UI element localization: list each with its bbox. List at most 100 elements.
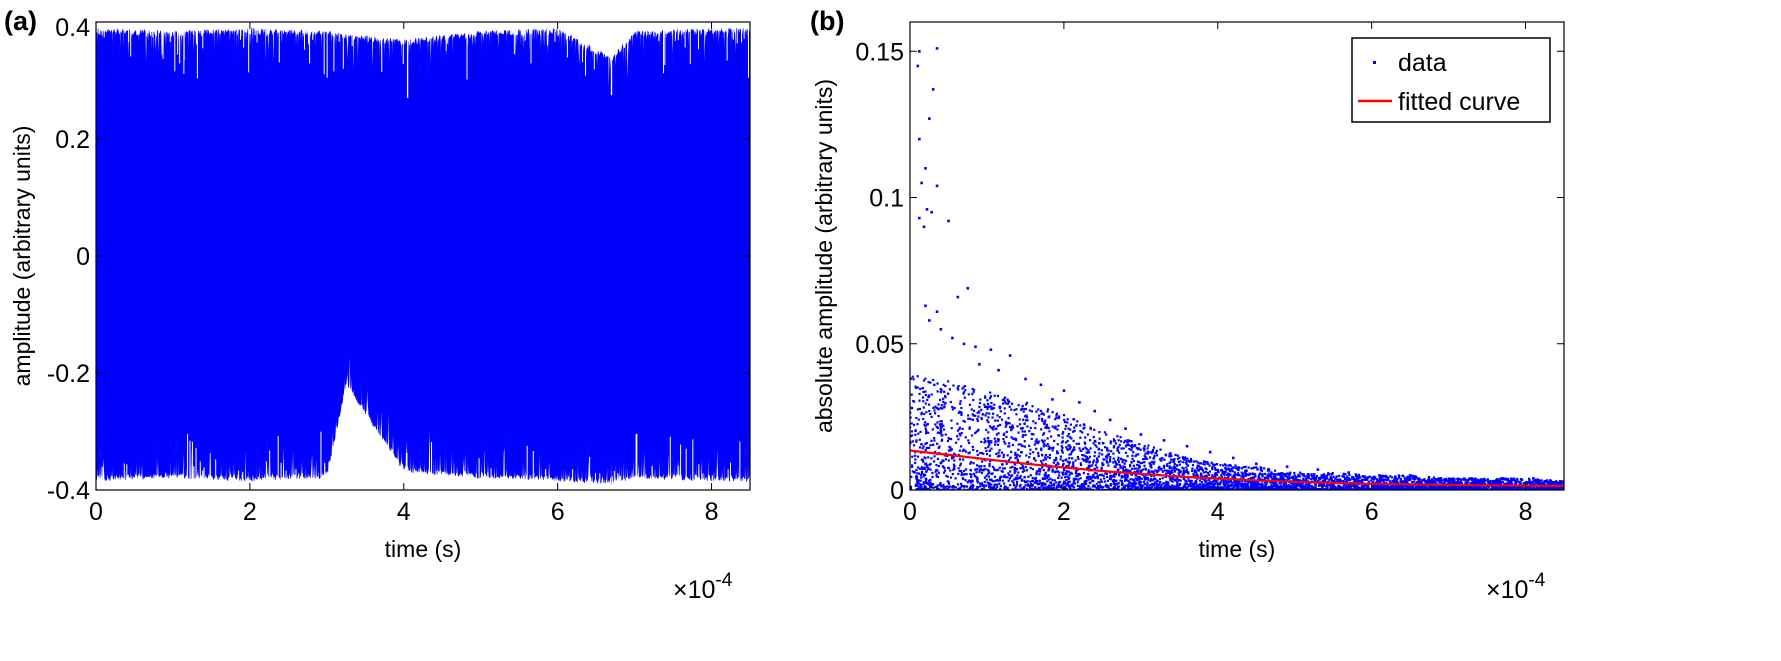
panel-b-data-point — [999, 405, 1002, 409]
panel-b-data-point — [1182, 477, 1185, 480]
panel-b-data-point — [1122, 447, 1125, 450]
panel-b-data-point — [1202, 483, 1205, 486]
panel-b-data-point — [1087, 449, 1090, 452]
panel-b-data-point — [1466, 480, 1469, 484]
panel-b-data-point — [974, 488, 977, 490]
panel-b-data-point — [1170, 469, 1173, 472]
panel-b-data-point — [994, 479, 997, 482]
panel-b-data-point — [929, 478, 932, 481]
panel-b-data-point — [986, 481, 989, 484]
panel-b-data-point — [993, 468, 996, 472]
panel-b-data-point — [1115, 463, 1118, 466]
panel-b-data-point — [1173, 469, 1176, 472]
panel-b-data-point — [1344, 487, 1347, 490]
panel-b-data-point — [1089, 464, 1092, 467]
panel-b-data-point — [933, 437, 936, 440]
panel-b-data-point — [1126, 440, 1129, 443]
panel-b-data-point — [1199, 486, 1203, 489]
panel-b-data-point — [1517, 487, 1520, 490]
panel-b-data-point — [971, 418, 974, 421]
panel-b-data-point — [924, 480, 928, 483]
panel-b-data-point — [933, 455, 936, 458]
panel-b-data-point — [1011, 443, 1015, 447]
panel-b-data-point — [1082, 447, 1085, 450]
panel-b-data-point — [1114, 483, 1117, 486]
panel-b-data-point — [920, 472, 924, 475]
panel-b-data-point — [924, 390, 927, 393]
panel-b-data-point — [1128, 470, 1131, 473]
panel-b-data-point — [1270, 483, 1273, 486]
panel-b-data-point — [1056, 461, 1059, 464]
panel-b-data-point — [915, 468, 918, 472]
panel-b-data-point — [1068, 461, 1071, 465]
panel-b-data-point — [1289, 481, 1293, 485]
panel-b-data-point — [1196, 466, 1199, 469]
panel-b-data-point — [1012, 481, 1015, 484]
panel-b-data-point — [919, 474, 923, 477]
panel-b-data-point — [1189, 484, 1192, 487]
panel-b-data-point — [1088, 451, 1091, 454]
panel-b-data-point — [1532, 479, 1535, 482]
panel-b-data-point — [1065, 487, 1068, 490]
panel-b-data-point — [1519, 488, 1522, 490]
panel-b-data-point — [1522, 488, 1525, 490]
panel-b-data-point — [1007, 417, 1010, 420]
panel-b-data-point — [1091, 479, 1094, 482]
panel-b-data-point — [950, 457, 953, 460]
panel-b-data-point — [1310, 487, 1313, 490]
panel-b-data-point — [1042, 459, 1045, 462]
panel-b-data-point — [962, 477, 965, 481]
panel-b-data-point — [1025, 487, 1028, 490]
panel-b-data-point — [939, 388, 942, 391]
panel-b-data-point — [1025, 403, 1028, 406]
panel-b-data-point — [1117, 439, 1120, 442]
panel-b-data-point — [1007, 459, 1011, 462]
panel-b-data-point — [1548, 486, 1552, 489]
panel-b-data-point — [1168, 461, 1171, 465]
panel-b-data-point — [1051, 470, 1054, 473]
panel-a-x-tick-label: 8 — [705, 498, 719, 526]
panel-b-data-point — [1010, 428, 1013, 431]
panel-b-data-point — [1039, 488, 1042, 490]
panel-b-data-point — [1190, 459, 1193, 462]
panel-b-data-point — [1003, 396, 1007, 399]
panel-b-data-point — [1322, 479, 1325, 482]
panel-b-data-point — [1448, 478, 1451, 481]
panel-b-data-point — [1198, 483, 1201, 486]
panel-b-data-point — [1037, 408, 1040, 411]
panel-b-data-point — [1096, 487, 1099, 490]
panel-a-x-tick-label: 2 — [243, 498, 257, 526]
panel-b-data-point — [1154, 481, 1157, 485]
panel-b-data-point — [930, 415, 933, 418]
panel-b-data-point — [1145, 476, 1148, 479]
panel-b-data-point — [1114, 442, 1118, 445]
panel-b-data-point — [983, 476, 987, 479]
panel-b-data-point — [1439, 480, 1442, 484]
panel-b-data-point — [934, 405, 937, 408]
panel-b-data-point — [1023, 415, 1027, 418]
panel-b-data-point — [1064, 427, 1067, 430]
panel-b-data-point — [1241, 486, 1244, 489]
panel-b-data-point — [1279, 475, 1283, 478]
panel-b-data-point — [1030, 437, 1033, 441]
panel-b-data-point — [1302, 479, 1305, 483]
panel-b-data-point — [1058, 471, 1061, 474]
panel-b-data-point — [942, 406, 945, 409]
panel-b-data-point — [1204, 470, 1208, 474]
panel-b-data-point — [1438, 486, 1441, 489]
panel-b-data-point — [944, 433, 947, 436]
panel-b-data-point — [1438, 487, 1441, 490]
panel-b-data-point — [1045, 426, 1048, 429]
panel-b-data-point — [1033, 481, 1036, 484]
panel-b-data-point — [1498, 480, 1502, 483]
panel-b-data-point — [958, 458, 962, 461]
panel-b-data-point — [936, 457, 940, 461]
panel-b-data-point — [1155, 451, 1158, 455]
panel-b-data-point — [918, 438, 921, 441]
panel-b-data-point — [912, 444, 916, 447]
panel-b-data-point — [1549, 488, 1553, 490]
panel-b-data-point — [1021, 444, 1024, 448]
panel-b-data-point — [1249, 473, 1252, 476]
panel-b-data-point — [1143, 464, 1146, 467]
panel-b-data-point — [1035, 473, 1038, 476]
